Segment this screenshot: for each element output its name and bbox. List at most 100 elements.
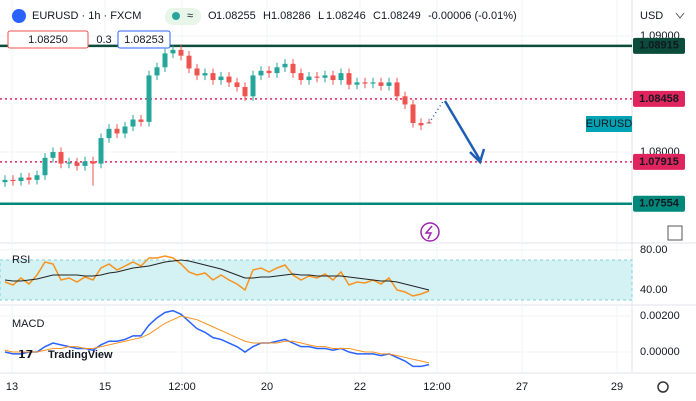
macd-line <box>4 309 430 368</box>
candle-body <box>42 157 48 176</box>
plot <box>0 44 633 368</box>
y-tick-label: 40.00 <box>640 284 668 296</box>
candle-body <box>226 76 232 83</box>
ohlc-key: C <box>373 10 381 22</box>
candle-body <box>26 177 32 180</box>
candle-body <box>418 123 424 126</box>
settings-icon[interactable] <box>657 381 669 393</box>
candle-body <box>258 70 264 76</box>
rsi-line <box>4 259 430 291</box>
spread: 0.3 <box>96 34 111 46</box>
status-icon: ≈ <box>187 10 193 22</box>
ohlc-key: O <box>208 10 217 22</box>
ohlc-value: 1.08249 <box>381 10 421 22</box>
macd-line <box>4 315 430 364</box>
candle-body <box>346 73 352 85</box>
candle-body <box>194 68 200 76</box>
brand-logo: 𝟭𝟳 <box>18 349 33 361</box>
macd-label: MACD <box>12 318 44 330</box>
event-icon[interactable] <box>420 222 440 242</box>
candle-body <box>130 119 136 127</box>
candle-body <box>154 67 160 76</box>
candle-body <box>402 96 408 105</box>
currency[interactable]: USD <box>640 10 663 22</box>
pane-button[interactable] <box>667 225 683 241</box>
currency-dropdown[interactable] <box>675 12 685 19</box>
candle-body <box>2 179 8 183</box>
ohlc-value: 1.08286 <box>271 10 311 22</box>
y-tick-label: 80.00 <box>640 244 668 256</box>
buy-price: 1.08253 <box>124 34 164 46</box>
price-tag <box>586 116 632 132</box>
candle-body <box>370 82 376 84</box>
candle-body <box>242 87 248 97</box>
level-tag <box>633 90 685 107</box>
x-tick-label: 12:00 <box>168 381 196 393</box>
candle-body <box>386 82 392 86</box>
candle-body <box>274 67 280 74</box>
candle-body <box>202 73 208 76</box>
level-label: 1.08458 <box>639 93 679 105</box>
candle-body <box>58 152 64 164</box>
level-tag <box>633 37 685 54</box>
rsi-band <box>0 259 633 301</box>
candle-body <box>34 175 40 180</box>
candle-body <box>82 161 88 166</box>
candle-body <box>18 177 24 182</box>
x-tick-label: 12:00 <box>423 381 451 393</box>
ohlc-legend: O 1.08255 H 1.08286 L 1.08246 C 1.08249 -0.00006… <box>208 10 517 22</box>
candle-body <box>66 162 72 164</box>
candle-body <box>378 82 384 86</box>
candle-body <box>178 49 184 56</box>
sell-price: 1.08250 <box>28 34 68 46</box>
forecast-arrow <box>443 100 486 165</box>
candle-body <box>98 138 104 164</box>
level-label: 1.08915 <box>639 40 679 52</box>
candle-body <box>74 162 80 166</box>
candle-body <box>250 75 256 97</box>
sell-button[interactable] <box>7 30 89 49</box>
candle-body <box>266 70 272 74</box>
candle-body <box>282 63 288 68</box>
candle-body <box>210 73 216 81</box>
candle-body <box>354 82 360 85</box>
x-tick-label: 27 <box>516 381 528 393</box>
candle-body <box>290 63 296 74</box>
market-status[interactable] <box>165 8 201 25</box>
price-tag-label: EURUSD <box>586 118 633 130</box>
candle-body <box>298 73 304 81</box>
x-tick-label: 20 <box>261 381 273 393</box>
event-bolt <box>424 225 433 240</box>
buy-button[interactable] <box>117 30 171 49</box>
candle-body <box>162 53 168 68</box>
candle-body <box>330 75 336 81</box>
candle-body <box>234 82 240 88</box>
candle-body <box>170 49 176 54</box>
candle-body <box>106 128 112 139</box>
candle-body <box>338 73 344 81</box>
symbol-icon <box>12 9 26 23</box>
candle-body <box>306 76 312 81</box>
ohlc-change: -0.00006 (-0.01%) <box>428 10 517 22</box>
candle-body <box>114 128 120 134</box>
candle-body <box>50 152 56 158</box>
symbol: EURUSD · 1h · FXCM <box>32 10 141 22</box>
candle-body <box>362 82 368 84</box>
candle-body <box>90 161 96 164</box>
x-tick-label: 29 <box>611 381 623 393</box>
candle-body <box>146 75 152 122</box>
rsi-line <box>4 255 430 297</box>
x-tick-label: 15 <box>99 381 111 393</box>
ohlc-key: L <box>318 10 324 22</box>
level-tag <box>633 153 685 170</box>
y-tick-label: 0.00000 <box>640 346 680 358</box>
ohlc-value: 1.08255 <box>216 10 256 22</box>
candle-body <box>218 76 224 81</box>
candle-body <box>186 55 192 69</box>
grid <box>0 0 632 372</box>
candle-body <box>122 126 128 134</box>
ohlc-key: H <box>263 10 271 22</box>
candle-body <box>314 76 320 78</box>
y-tick-label: 0.00200 <box>640 310 680 322</box>
candle-body <box>394 82 400 97</box>
